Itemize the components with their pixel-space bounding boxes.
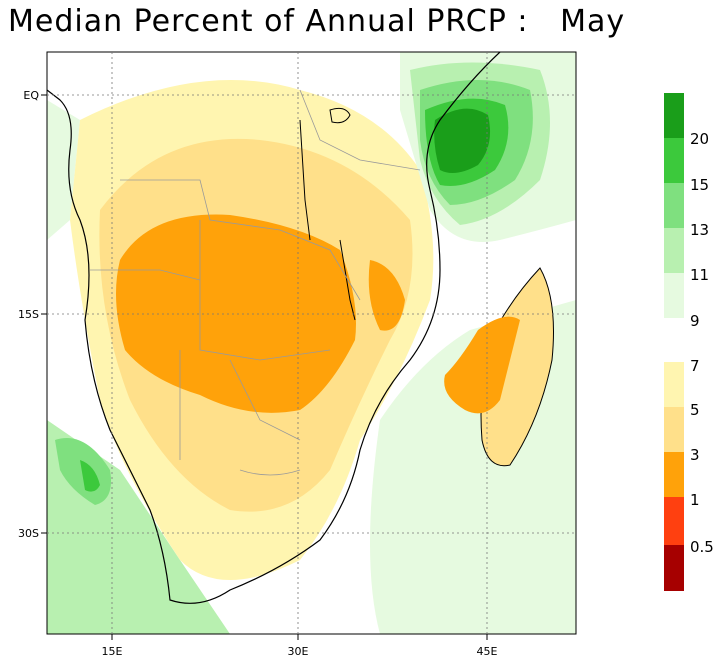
lake-malawi [339, 239, 356, 321]
x-tick-label-30e: 30E [288, 645, 309, 658]
legend-swatch-pale-green [664, 228, 684, 273]
plot-frame [46, 51, 577, 635]
legend-swatch-light-green [664, 183, 684, 228]
y-tick-label-15s: 15S [18, 308, 39, 321]
legend-label-7: 7 [690, 357, 700, 375]
legend-warm: 7 5 3 1 0.5 [664, 357, 714, 591]
legend-swatch-dark-red [664, 545, 684, 591]
legend-green: 20 15 13 11 9 [664, 93, 709, 330]
lake-tanganyika [299, 119, 311, 241]
grid-lines [47, 52, 576, 634]
land-orange-core [116, 214, 356, 413]
legend-label-3: 3 [690, 446, 700, 464]
legend-swatch-pale-yellow [664, 362, 684, 407]
legend-label-13: 13 [690, 221, 709, 239]
legend-label-15: 15 [690, 176, 709, 194]
madagascar-orange [444, 316, 520, 414]
tick-marks [41, 94, 488, 640]
legend-swatch-yellow [664, 407, 684, 452]
x-tick-label-15e: 15E [102, 645, 123, 658]
country-borders [90, 89, 421, 476]
legend-label-11: 11 [690, 266, 709, 284]
y-tick-label-30s: 30S [18, 527, 39, 540]
y-tick-label-eq: EQ [23, 89, 39, 102]
coastline-africa [47, 52, 501, 604]
legend-swatch-dark-green [664, 93, 684, 138]
legend-swatch-faint-green [664, 273, 684, 318]
green-southwest-core [80, 460, 100, 492]
map-title: Median Percent of Annual PRCP : May [8, 4, 626, 39]
legend-label-1: 1 [690, 491, 700, 509]
x-tick-label-45e: 45E [477, 645, 498, 658]
lake-victoria [329, 107, 351, 124]
green-dark [434, 108, 491, 174]
legend-swatch-red [664, 497, 684, 545]
legend-label-0-5: 0.5 [690, 538, 714, 556]
legend-swatch-orange [664, 452, 684, 497]
legend-label-9: 9 [690, 312, 700, 330]
legend-label-5: 5 [690, 401, 700, 419]
map-plot [47, 52, 576, 634]
land-orange-east [368, 260, 405, 331]
legend-label-20: 20 [690, 130, 709, 148]
legend-swatch-green [664, 138, 684, 183]
